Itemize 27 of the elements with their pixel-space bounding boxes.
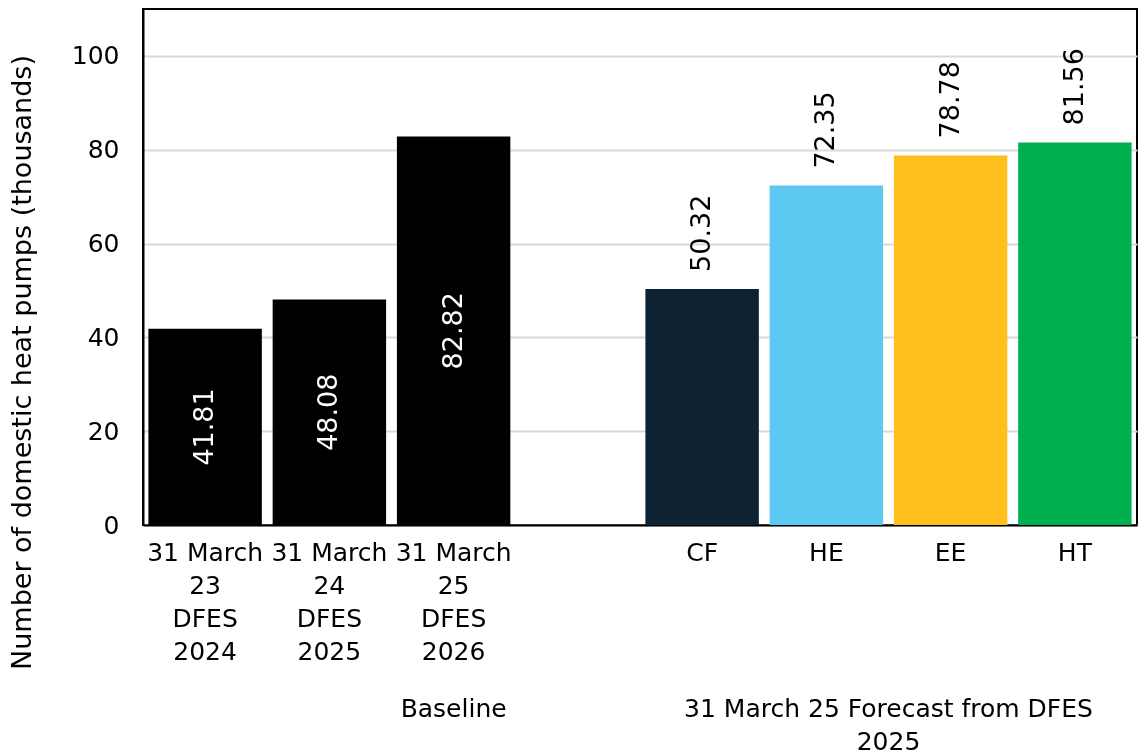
- y-tick-label: 0: [103, 510, 120, 540]
- bar: [645, 288, 759, 525]
- y-tick-label: 20: [87, 416, 120, 446]
- y-tick-label: 100: [71, 41, 120, 71]
- x-tick-label: 31 March 23 DFES 2024: [147, 537, 264, 666]
- x-tick-label: CF: [686, 537, 719, 567]
- bar: [769, 185, 884, 525]
- data-label: 72.35: [809, 91, 841, 169]
- text: Baseline: [400, 694, 507, 723]
- text: 31 March 25 Forecast from DFES 2025: [684, 694, 1093, 753]
- x-tick-label: 31 March 24 DFES 2025: [271, 537, 388, 666]
- data-label: 78.78: [933, 61, 965, 139]
- y-tick-label: 40: [87, 322, 120, 352]
- data-label: 81.56: [1057, 48, 1089, 126]
- bar: [1018, 142, 1132, 525]
- data-label: 82.82: [436, 292, 468, 370]
- data-label: 48.08: [312, 373, 344, 451]
- y-tick-label: 80: [87, 135, 120, 165]
- y-tick-label: 60: [87, 229, 120, 259]
- x-tick-label: HT: [1057, 537, 1093, 567]
- data-label: 50.32: [685, 194, 717, 272]
- x-tick-label: EE: [934, 537, 967, 567]
- x-tick-label: HE: [809, 537, 844, 567]
- bar: [893, 155, 1008, 525]
- x-tick-label: 31 March 25 DFES 2026: [395, 537, 512, 666]
- data-label: 41.81: [188, 388, 220, 466]
- y-axis-title: Number of domestic heat pumps (thousands): [5, 55, 37, 670]
